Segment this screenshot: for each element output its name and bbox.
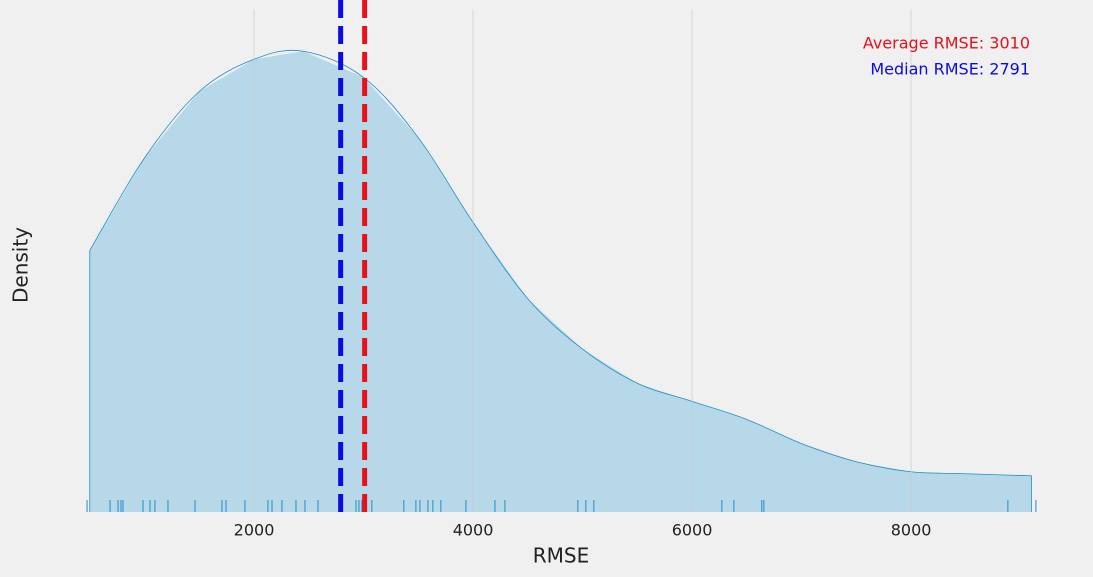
density-area: [89, 51, 1032, 512]
x-tick-label: 4000: [453, 521, 494, 540]
density-curve: [89, 49, 1032, 477]
x-tick-label: 8000: [891, 521, 932, 540]
y-axis-label: Density: [9, 227, 33, 303]
x-tick-label: 6000: [672, 521, 713, 540]
x-tick-label: 2000: [234, 521, 275, 540]
annotation: Average RMSE: 3010: [863, 34, 1030, 53]
annotation: Median RMSE: 2791: [870, 60, 1030, 79]
x-axis-label: RMSE: [533, 544, 589, 568]
